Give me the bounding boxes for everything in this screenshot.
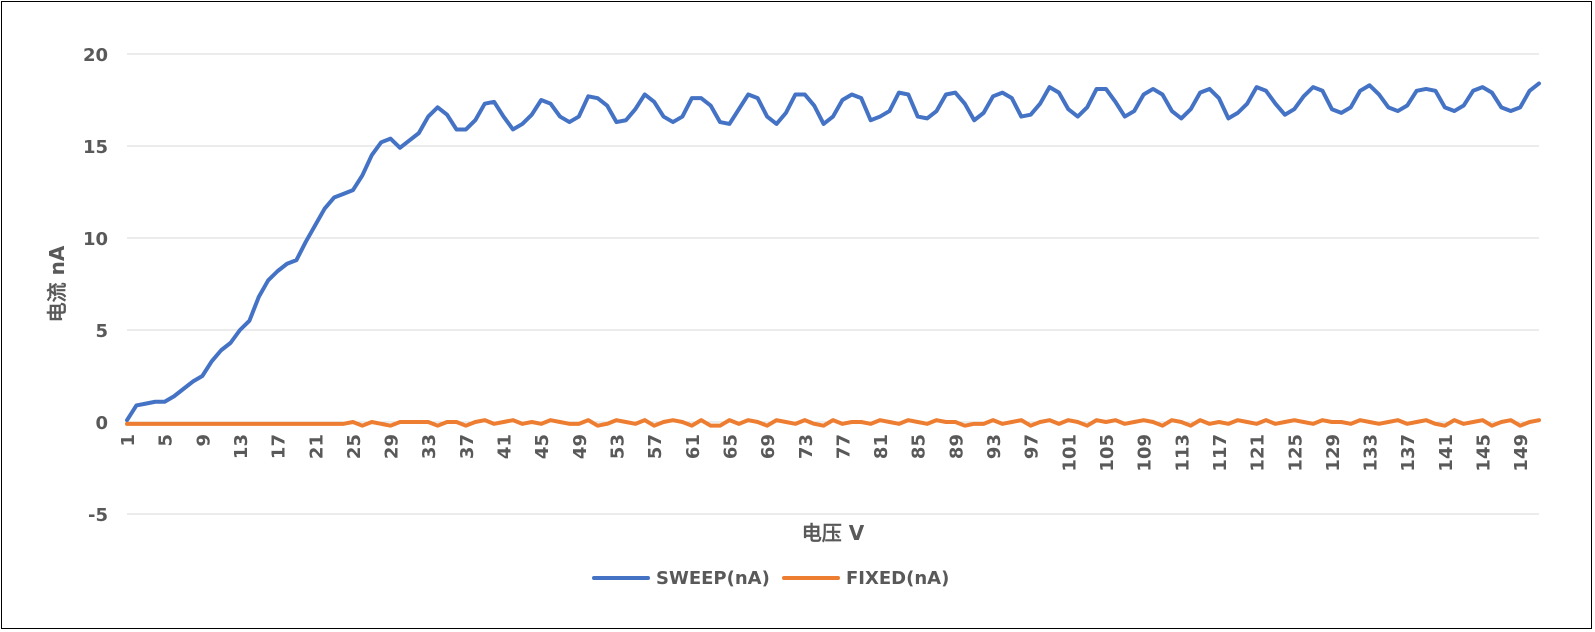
gridlines — [127, 53, 1539, 515]
x-tick-label: 5 — [156, 434, 177, 447]
x-tick-label: 145 — [1474, 434, 1495, 472]
x-tick-label: 113 — [1172, 434, 1193, 472]
y-tick-label: -5 — [88, 505, 108, 526]
y-tick-label: 20 — [83, 45, 108, 66]
series-line-sweep — [125, 81, 1541, 423]
x-tick-label: 149 — [1511, 434, 1532, 472]
x-tick-label: 41 — [495, 434, 516, 459]
x-tick-label: 21 — [306, 434, 327, 459]
x-axis-title: 电压 V — [802, 521, 865, 545]
series-line-fixed — [125, 418, 1541, 428]
y-tick-label: 10 — [83, 229, 108, 250]
y-tick-label: 15 — [83, 137, 108, 158]
x-tick-label: 109 — [1135, 434, 1156, 472]
x-tick-label: 9 — [193, 434, 214, 447]
x-tick-label: 77 — [833, 434, 854, 459]
x-tick-label: 17 — [269, 434, 290, 459]
x-tick-label: 25 — [344, 434, 365, 459]
x-tick-label: 1 — [118, 434, 139, 447]
x-tick-label: 57 — [645, 434, 666, 459]
x-tick-label: 73 — [796, 434, 817, 459]
y-tick-label: 5 — [95, 321, 108, 342]
legend-label: SWEEP(nA) — [656, 568, 770, 589]
y-axis-title: 电流 nA — [45, 245, 69, 322]
x-tick-label: 105 — [1097, 434, 1118, 472]
x-tick-label: 121 — [1248, 434, 1269, 472]
x-tick-label: 125 — [1285, 434, 1306, 472]
x-tick-label: 49 — [570, 434, 591, 459]
x-tick-label: 133 — [1361, 434, 1382, 472]
x-tick-label: 85 — [909, 434, 930, 459]
x-tick-label: 93 — [984, 434, 1005, 459]
x-tick-label: 89 — [946, 434, 967, 459]
x-tick-label: 69 — [758, 434, 779, 459]
x-tick-label: 61 — [683, 434, 704, 459]
x-tick-label: 117 — [1210, 434, 1231, 472]
x-tick-label: 137 — [1398, 434, 1419, 472]
x-tick-label: 81 — [871, 434, 892, 459]
x-tick-label: 29 — [382, 434, 403, 459]
x-tick-label: 65 — [720, 434, 741, 459]
y-tick-label: 0 — [95, 413, 108, 434]
x-tick-label: 45 — [532, 434, 553, 459]
x-tick-label: 141 — [1436, 434, 1457, 472]
x-tick-label: 53 — [607, 434, 628, 459]
x-tick-label: 33 — [419, 434, 440, 459]
legend: SWEEP(nA) FIXED(nA) — [592, 568, 949, 589]
x-tick-label: 13 — [231, 434, 252, 459]
x-tick-label: 101 — [1059, 434, 1080, 472]
x-tick-label: 97 — [1022, 434, 1043, 459]
x-tick-label: 37 — [457, 434, 478, 459]
x-tick-labels: 1 5 9 13 17 21 25 29 33 37 41 45 49 53 57 61 65 69 73 77 81 8… — [118, 434, 1532, 472]
legend-label: FIXED(nA) — [846, 568, 949, 589]
x-tick-label: 129 — [1323, 434, 1344, 472]
y-tick-labels: -5 0 5 10 15 20 — [83, 45, 108, 526]
series-lines — [125, 81, 1541, 428]
